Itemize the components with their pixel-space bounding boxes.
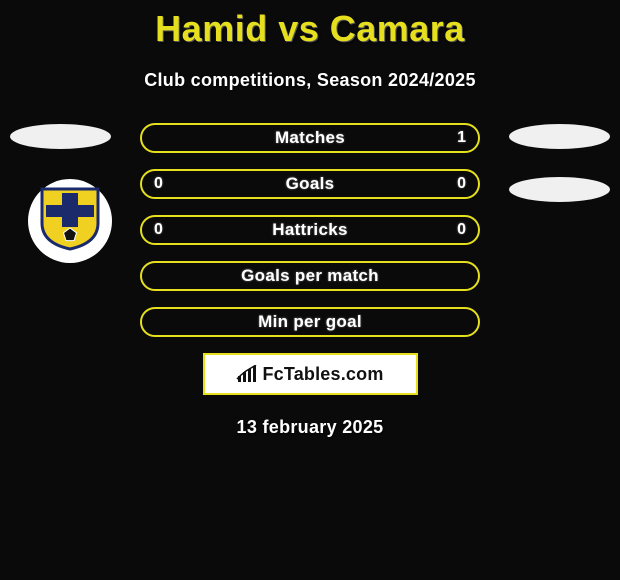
- stat-right: 1: [457, 129, 466, 147]
- subtitle: Club competitions, Season 2024/2025: [0, 70, 620, 91]
- bar-chart-icon: [236, 365, 258, 383]
- stat-right: 0: [457, 221, 466, 239]
- brand-label: FcTables.com: [262, 364, 383, 385]
- right-mid-oval: [509, 177, 610, 202]
- club-badge: [28, 179, 112, 263]
- stat-row-goals: 0 Goals 0: [140, 169, 480, 199]
- page-title: Hamid vs Camara: [0, 0, 620, 50]
- stat-row-hattricks: 0 Hattricks 0: [140, 215, 480, 245]
- stat-label: Hattricks: [272, 220, 347, 240]
- left-top-oval: [10, 124, 111, 149]
- stat-right: 0: [457, 175, 466, 193]
- fctables-link[interactable]: FcTables.com: [203, 353, 418, 395]
- right-top-oval: [509, 124, 610, 149]
- stat-label: Min per goal: [258, 312, 362, 332]
- date-label: 13 february 2025: [0, 417, 620, 438]
- stat-left: 0: [154, 221, 163, 239]
- stat-row-min-per-goal: Min per goal: [140, 307, 480, 337]
- stat-label: Matches: [275, 128, 345, 148]
- stat-row-matches: Matches 1: [140, 123, 480, 153]
- stat-row-goals-per-match: Goals per match: [140, 261, 480, 291]
- stat-label: Goals: [286, 174, 335, 194]
- stat-label: Goals per match: [241, 266, 379, 286]
- stat-left: 0: [154, 175, 163, 193]
- shield-icon: [40, 187, 100, 251]
